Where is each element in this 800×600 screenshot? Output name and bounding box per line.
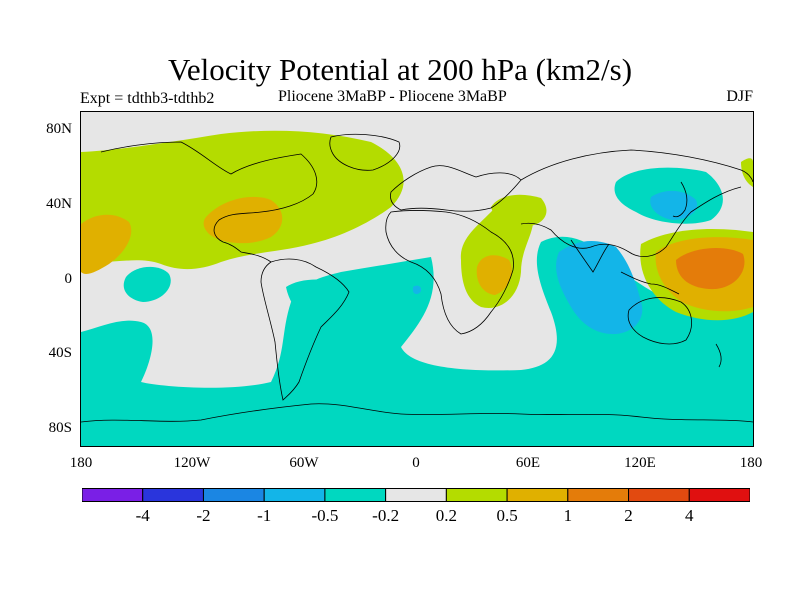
colorbar-box-0: [82, 488, 144, 502]
lat-label-40n: 40N: [46, 196, 72, 212]
colorbar-label: -0.2: [372, 506, 400, 525]
lat-label-80n: 80N: [46, 121, 72, 137]
experiment-label: Expt = tdthb3-tdthb2: [80, 90, 215, 107]
colorbar-label: -1: [257, 506, 272, 525]
gulf-of-mexico-orange-region: [203, 196, 283, 244]
colorbar-box-8: [567, 488, 630, 502]
lon-label-120e: 120E: [624, 455, 656, 471]
central-pacific-orange-region: [81, 214, 132, 275]
arabia-green-region: [491, 194, 547, 227]
pacific-cyan-blob: [123, 266, 171, 302]
far-east-green-edge: [741, 158, 753, 187]
australia-coastline: [627, 297, 692, 345]
south-atlantic-blue-spot: [413, 285, 422, 294]
colorbar-label: 0.2: [435, 506, 457, 525]
lon-label-60e: 60E: [515, 455, 541, 471]
map-title: Velocity Potential at 200 hPa (km2/s): [167, 52, 633, 87]
season-label: DJF: [726, 88, 753, 105]
colorbar-label: 2: [624, 506, 633, 525]
colorbar-label: -0.5: [311, 506, 339, 525]
colorbar-box-6: [445, 488, 508, 502]
japan-coastline: [672, 181, 688, 218]
colorbar-box-9: [628, 488, 690, 502]
colorbar-label: -4: [135, 506, 150, 525]
contour-map: [81, 112, 753, 446]
indonesia-coastline: [620, 271, 680, 295]
colorbar-box-2: [202, 488, 265, 502]
colorbar-box-4: [324, 488, 387, 502]
period-label: Pliocene 3MaBP - Pliocene 3MaBP: [278, 88, 507, 105]
colorbar-box-1: [142, 488, 204, 502]
south-america-coastline: [260, 258, 350, 401]
lon-label-180-east: 180: [739, 455, 763, 471]
north-america-coastline: [100, 141, 318, 263]
map-plot-area: [80, 111, 754, 447]
japan-blue-region: [650, 190, 698, 220]
colorbar-label: -2: [196, 506, 211, 525]
lat-label-80s: 80S: [48, 420, 72, 436]
lat-label-equator: 0: [64, 271, 73, 287]
indian-ocean-blue-region: [556, 240, 643, 335]
europe-coastline: [390, 165, 522, 212]
colorbar-box-10: [688, 488, 750, 502]
colorbar-label: 0.5: [496, 506, 518, 525]
india-coastline: [570, 239, 610, 273]
lon-label-120w: 120W: [173, 455, 211, 471]
africa-coastline: [385, 210, 514, 335]
new-zealand-coastline: [715, 343, 722, 368]
greenland-coastline: [329, 133, 401, 171]
colorbar-label: 1: [563, 506, 573, 525]
colorbar-label: 4: [685, 506, 694, 525]
colorbar-box-3: [263, 488, 326, 502]
lon-label-0: 0: [412, 455, 420, 471]
lon-label-60w: 60W: [289, 455, 319, 471]
west-pacific-dark-orange-core: [676, 248, 745, 290]
colorbar-box-5: [385, 488, 447, 502]
south-america-east-cyan-region: [286, 279, 359, 327]
coastlines: [81, 133, 753, 423]
asia-coastline: [520, 149, 753, 257]
east-africa-orange-region: [476, 255, 512, 295]
lat-label-40s: 40S: [48, 345, 72, 361]
lon-label-180-west: 180: [69, 455, 93, 471]
antarctica-coastline: [81, 403, 753, 423]
colorbar: [82, 488, 750, 502]
colorbar-box-7: [506, 488, 569, 502]
